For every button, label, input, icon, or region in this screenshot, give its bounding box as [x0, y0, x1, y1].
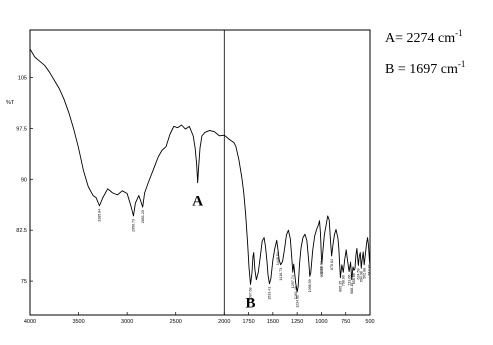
peak-label: 594.08 [359, 271, 363, 282]
annotation-a: A= 2274 cm-1 [385, 28, 463, 47]
plot-frame [29, 29, 371, 316]
x-tick-label: 4000 [24, 319, 36, 325]
peak-label: 624.59 [357, 268, 361, 279]
x-tick-label: 1500 [267, 319, 279, 325]
peak-label: 1261.46 [294, 286, 298, 299]
x-tick-label: 3000 [121, 319, 133, 325]
y-axis-ticks: 75 82.5 90 97.5 105 [16, 76, 33, 285]
marker-a: A [192, 194, 203, 210]
peak-label: 713.66 [347, 275, 351, 286]
peak-label: 995.44 [320, 266, 324, 277]
peak-label: 2950.73 [132, 219, 136, 232]
spectrum-series [29, 48, 371, 293]
peak-label: 1234.92 [295, 295, 299, 308]
x-tick-label: 2500 [170, 319, 182, 325]
peak-label: 1297.74 [291, 275, 295, 288]
y-tick-label: 82.5 [16, 228, 27, 234]
peak-label: 1533.41 [268, 287, 272, 300]
peak-labels: 3285.84 2950.73 2861.20 1697.68 1533.41 1448.… [98, 209, 372, 308]
annotation-b: B = 1697 cm-1 [385, 59, 466, 78]
peak-label: 3285.84 [98, 209, 102, 222]
x-tick-label: 1750 [242, 319, 254, 325]
peak-label: 878.84 [330, 259, 334, 270]
peak-label: 688.10 [350, 283, 354, 294]
peak-label: 1416.73 [279, 268, 283, 281]
marker-b: B [246, 295, 256, 311]
y-tick-label: 97.5 [16, 126, 27, 132]
x-tick-label: 1000 [315, 319, 327, 325]
annotation-b-text: B = 1697 cm [385, 62, 458, 77]
peak-label: 1098.59 [308, 279, 312, 292]
peak-label: 517.84 [368, 264, 372, 275]
x-axis-ticks: 4000 3500 3000 2500 2000 1750 1500 1250 1000 750 5… [24, 312, 375, 325]
peak-label: 658.66 [352, 273, 356, 284]
peak-label: 1697.68 [249, 287, 253, 300]
peak-label: 562.88 [362, 268, 366, 279]
y-axis-label: %T [6, 100, 15, 106]
y-tick-label: 105 [18, 76, 27, 82]
y-tick-label: 75 [21, 279, 27, 285]
spectrum-line [29, 48, 371, 293]
x-tick-label: 1250 [291, 319, 303, 325]
x-tick-label: 500 [365, 319, 374, 325]
annotation-b-superscript: -1 [457, 59, 466, 69]
x-tick-label: 2000 [218, 319, 230, 325]
x-tick-label: 750 [341, 319, 350, 325]
peak-label: 1006.84 [320, 261, 324, 274]
peak-label: 768.90 [341, 275, 345, 286]
peak-label: 805.35 [339, 281, 343, 292]
x-tick-label: 3500 [72, 319, 84, 325]
peak-label: 1448.54 [276, 252, 280, 265]
y-tick-label: 90 [21, 177, 27, 183]
peak-label: 2861.20 [141, 210, 145, 223]
annotation-a-text: A= 2274 cm [385, 31, 456, 46]
annotation-a-superscript: -1 [455, 28, 463, 38]
peak-markers: AB [192, 194, 255, 312]
